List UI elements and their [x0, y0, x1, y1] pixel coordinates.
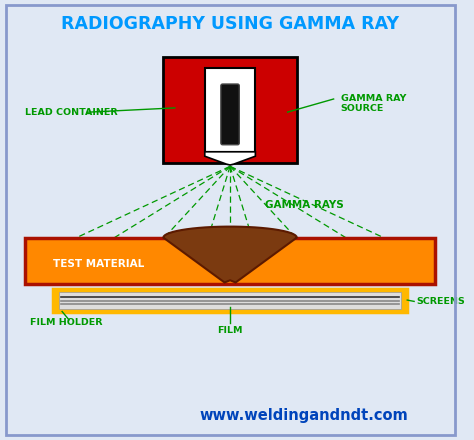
Text: RADIOGRAPHY USING GAMMA RAY: RADIOGRAPHY USING GAMMA RAY: [61, 15, 399, 33]
Polygon shape: [205, 152, 255, 165]
Text: www.weldingandndt.com: www.weldingandndt.com: [200, 408, 408, 423]
Bar: [164, 57, 297, 163]
Text: FILM HOLDER: FILM HOLDER: [30, 318, 102, 326]
Text: SCREENS: SCREENS: [417, 297, 465, 306]
Text: GAMMA RAYS: GAMMA RAYS: [264, 200, 343, 209]
Polygon shape: [164, 227, 297, 282]
FancyBboxPatch shape: [221, 84, 239, 145]
Bar: [25, 238, 435, 284]
Bar: [205, 68, 255, 152]
Text: GAMMA RAY
SOURCE: GAMMA RAY SOURCE: [340, 94, 406, 113]
Bar: [59, 292, 401, 309]
Bar: [53, 289, 407, 312]
Text: FILM: FILM: [217, 326, 243, 335]
Text: LEAD CONTAINER: LEAD CONTAINER: [25, 108, 118, 117]
Text: TEST MATERIAL: TEST MATERIAL: [53, 259, 144, 269]
